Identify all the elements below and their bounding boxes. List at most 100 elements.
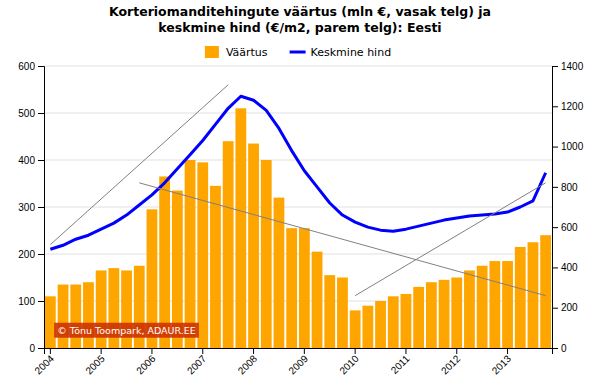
y2-tick-label: 1000 bbox=[561, 141, 584, 152]
y2-tick-mark bbox=[552, 187, 558, 188]
bar bbox=[185, 160, 196, 348]
y-tick: 100 bbox=[18, 296, 44, 307]
y-tick-label: 500 bbox=[18, 108, 35, 119]
bar bbox=[502, 261, 513, 348]
y2-tick-mark bbox=[552, 66, 558, 67]
y-tick-mark bbox=[38, 348, 44, 349]
bar bbox=[223, 141, 234, 348]
x-tick-label: 2006 bbox=[134, 353, 158, 377]
y-tick: 300 bbox=[18, 202, 44, 213]
bar bbox=[528, 242, 539, 348]
y-tick-mark bbox=[38, 160, 44, 161]
grid-line bbox=[44, 301, 552, 302]
bar bbox=[299, 228, 310, 348]
x-tick-mark bbox=[151, 348, 152, 354]
y2-tick: 600 bbox=[552, 222, 578, 233]
y-tick-label: 100 bbox=[18, 296, 35, 307]
x-tick-label: 2008 bbox=[236, 353, 260, 377]
y2-tick: 200 bbox=[552, 302, 578, 313]
bar bbox=[197, 162, 208, 348]
legend-label: Keskmine hind bbox=[311, 46, 392, 59]
grid-line bbox=[44, 254, 552, 255]
bar bbox=[515, 247, 526, 348]
x-tick-mark bbox=[202, 348, 203, 354]
y2-tick: 1400 bbox=[552, 61, 584, 72]
y2-tick-label: 400 bbox=[561, 262, 578, 273]
bar bbox=[540, 235, 551, 348]
x-tick-label: 2009 bbox=[286, 353, 310, 377]
y2-tick-mark bbox=[552, 227, 558, 228]
y-tick-label: 0 bbox=[29, 343, 35, 354]
y-tick-label: 400 bbox=[18, 155, 35, 166]
y2-tick-mark bbox=[552, 308, 558, 309]
y-tick-mark bbox=[38, 301, 44, 302]
y2-tick: 1200 bbox=[552, 101, 584, 112]
x-tick-label: 2007 bbox=[185, 353, 209, 377]
x-tick-label: 2013 bbox=[490, 353, 514, 377]
y-tick: 500 bbox=[18, 108, 44, 119]
bar-series bbox=[45, 108, 551, 348]
bar bbox=[248, 144, 259, 348]
x-tick-label: 2012 bbox=[439, 353, 463, 377]
bar bbox=[426, 282, 437, 348]
bar bbox=[388, 296, 399, 348]
y-tick-label: 600 bbox=[18, 61, 35, 72]
title-line: Korteriomanditehingute väärtus (mln €, v… bbox=[109, 4, 491, 19]
bar bbox=[401, 294, 412, 348]
bar bbox=[210, 186, 221, 348]
y-tick-label: 200 bbox=[18, 249, 35, 260]
y2-tick-label: 800 bbox=[561, 182, 578, 193]
x-tick-mark bbox=[507, 348, 508, 354]
bar bbox=[451, 278, 462, 349]
annotation-box bbox=[54, 323, 199, 338]
x-tick-label: 2011 bbox=[389, 353, 412, 376]
y2-axis-line bbox=[553, 67, 559, 349]
marks bbox=[45, 85, 551, 348]
x-tick-label: 2004 bbox=[32, 353, 56, 377]
x-tick: 2010 bbox=[337, 348, 361, 376]
y2-tick: 400 bbox=[552, 262, 578, 273]
y2-tick-label: 1200 bbox=[561, 101, 584, 112]
y-tick: 200 bbox=[18, 249, 44, 260]
bar bbox=[439, 280, 450, 348]
x-tick-label: 2005 bbox=[83, 353, 107, 377]
x-tick: 2005 bbox=[83, 348, 107, 376]
x-tick: 2004 bbox=[32, 348, 56, 376]
legend-swatch bbox=[290, 51, 306, 54]
y2-tick-mark bbox=[552, 267, 558, 268]
y2-tick-mark bbox=[552, 147, 558, 148]
trend-line bbox=[50, 85, 228, 245]
y-tick: 400 bbox=[18, 155, 44, 166]
x-tick-mark bbox=[355, 348, 356, 354]
y-tick-mark bbox=[38, 113, 44, 114]
bar bbox=[286, 228, 297, 348]
bar bbox=[324, 275, 335, 348]
y2-tick-mark bbox=[552, 348, 558, 349]
y2-tick-mark bbox=[552, 106, 558, 107]
y-tick-label: 300 bbox=[18, 202, 35, 213]
x-tick-label: 2010 bbox=[337, 353, 361, 377]
bar bbox=[261, 160, 272, 348]
x-tick-mark bbox=[50, 348, 51, 354]
y-axis-line bbox=[38, 67, 45, 349]
y2-tick: 1000 bbox=[552, 141, 584, 152]
y2-tick-label: 0 bbox=[561, 343, 567, 354]
bar bbox=[58, 285, 69, 348]
y2-tick: 0 bbox=[552, 343, 567, 354]
bar bbox=[70, 285, 81, 348]
annotation-text: © Tõnu Toompark, ADAUR.EE bbox=[57, 325, 196, 336]
y-axis-left: 0 100 200 300 400 500 600 bbox=[18, 61, 44, 354]
bar bbox=[337, 278, 348, 349]
legend: VäärtusKeskmine hind bbox=[205, 46, 391, 59]
bar bbox=[350, 310, 361, 348]
y-tick-mark bbox=[38, 254, 44, 255]
bar bbox=[464, 270, 475, 348]
bar bbox=[413, 287, 424, 348]
x-axis: 2004 2005 2006 2007 2008 2009 2010 2011 2012 2013 bbox=[32, 348, 552, 376]
bar bbox=[159, 176, 170, 348]
y2-tick: 800 bbox=[552, 182, 578, 193]
y-tick: 600 bbox=[18, 61, 44, 72]
grid-line bbox=[44, 66, 552, 67]
x-tick: 2006 bbox=[134, 348, 158, 376]
y-tick: 0 bbox=[29, 343, 44, 354]
